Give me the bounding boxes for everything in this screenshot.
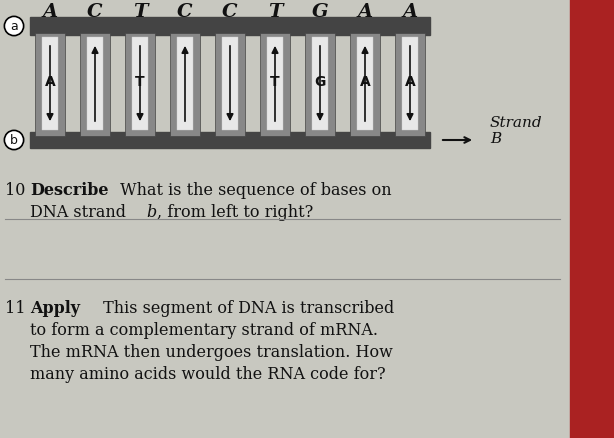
Bar — [42, 38, 58, 131]
Text: Strand
B: Strand B — [490, 116, 543, 146]
Text: T: T — [133, 3, 147, 21]
Bar — [395, 34, 425, 137]
Bar — [125, 34, 155, 137]
Text: 10: 10 — [5, 182, 25, 198]
Text: b: b — [10, 134, 18, 147]
Text: T: T — [135, 75, 145, 89]
Text: A: A — [42, 3, 58, 21]
Bar — [312, 38, 328, 131]
Text: b: b — [146, 204, 156, 220]
Text: many amino acids would the RNA code for?: many amino acids would the RNA code for? — [30, 365, 386, 382]
Text: C: C — [222, 3, 238, 21]
Bar — [215, 34, 245, 137]
Text: C: C — [87, 3, 103, 21]
Text: DNA strand: DNA strand — [30, 204, 131, 220]
Bar — [260, 34, 290, 137]
Text: G: G — [314, 75, 325, 89]
Bar — [570, 0, 614, 438]
Bar — [266, 38, 283, 131]
Text: A: A — [360, 75, 370, 89]
Bar — [402, 38, 418, 131]
Text: C: C — [177, 3, 193, 21]
Text: Apply: Apply — [30, 299, 80, 316]
Text: T: T — [268, 3, 282, 21]
Text: a: a — [10, 21, 18, 33]
Bar — [132, 38, 148, 131]
Text: A: A — [405, 75, 416, 89]
Text: The mRNA then undergoes translation. How: The mRNA then undergoes translation. How — [30, 343, 393, 360]
Bar — [80, 34, 110, 137]
Bar — [305, 34, 335, 137]
Text: G: G — [312, 3, 328, 21]
Text: , from left to right?: , from left to right? — [157, 204, 313, 220]
Text: 11: 11 — [5, 299, 26, 316]
Text: A: A — [357, 3, 373, 21]
Bar — [35, 34, 65, 137]
Bar — [357, 38, 373, 131]
Text: A: A — [402, 3, 418, 21]
Bar — [30, 18, 430, 36]
Bar — [350, 34, 380, 137]
Bar — [170, 34, 200, 137]
Text: to form a complementary strand of mRNA.: to form a complementary strand of mRNA. — [30, 321, 378, 338]
Text: A: A — [45, 75, 55, 89]
Bar — [30, 133, 430, 148]
Text: Describe: Describe — [30, 182, 109, 198]
Bar — [222, 38, 238, 131]
Bar — [87, 38, 103, 131]
Text: T: T — [270, 75, 280, 89]
Bar — [177, 38, 193, 131]
Text: This segment of DNA is transcribed: This segment of DNA is transcribed — [98, 299, 394, 316]
Text: What is the sequence of bases on: What is the sequence of bases on — [115, 182, 392, 198]
